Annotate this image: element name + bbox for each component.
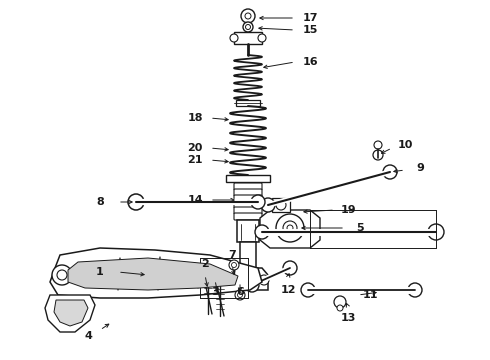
Circle shape xyxy=(245,278,259,292)
Bar xyxy=(237,220,259,242)
Text: 9: 9 xyxy=(416,163,424,173)
Text: 6: 6 xyxy=(236,287,244,297)
Circle shape xyxy=(245,13,251,19)
Circle shape xyxy=(276,214,304,242)
Circle shape xyxy=(251,195,265,209)
FancyBboxPatch shape xyxy=(234,213,262,220)
FancyBboxPatch shape xyxy=(234,207,262,214)
Circle shape xyxy=(283,261,297,275)
Text: 20: 20 xyxy=(187,143,203,153)
Text: 1: 1 xyxy=(96,267,104,277)
Bar xyxy=(240,242,256,268)
Text: 13: 13 xyxy=(341,313,356,323)
Text: 8: 8 xyxy=(96,197,104,207)
Circle shape xyxy=(128,194,144,210)
Circle shape xyxy=(337,305,343,311)
Circle shape xyxy=(408,283,422,297)
Circle shape xyxy=(64,309,76,321)
FancyBboxPatch shape xyxy=(234,195,262,202)
Polygon shape xyxy=(45,295,95,332)
Circle shape xyxy=(373,150,383,160)
Circle shape xyxy=(231,262,237,267)
Text: 11: 11 xyxy=(362,290,378,300)
Circle shape xyxy=(243,22,253,32)
Circle shape xyxy=(230,34,238,42)
Circle shape xyxy=(261,198,275,212)
Circle shape xyxy=(276,200,286,210)
FancyBboxPatch shape xyxy=(234,183,262,190)
Bar xyxy=(204,272,212,276)
Text: 17: 17 xyxy=(302,13,318,23)
Circle shape xyxy=(301,283,315,297)
Bar xyxy=(216,278,224,282)
FancyBboxPatch shape xyxy=(234,201,262,208)
Text: 14: 14 xyxy=(187,195,203,205)
Text: 21: 21 xyxy=(187,155,203,165)
Polygon shape xyxy=(228,268,268,290)
Polygon shape xyxy=(260,210,320,248)
Polygon shape xyxy=(54,300,88,326)
Circle shape xyxy=(255,225,269,239)
Circle shape xyxy=(229,260,239,270)
Polygon shape xyxy=(68,258,238,290)
Polygon shape xyxy=(50,248,262,298)
Circle shape xyxy=(57,270,67,280)
Circle shape xyxy=(52,265,72,285)
Text: 12: 12 xyxy=(280,285,296,295)
Circle shape xyxy=(238,292,243,297)
Bar xyxy=(234,32,262,44)
Text: 15: 15 xyxy=(302,25,318,35)
Circle shape xyxy=(245,24,250,30)
Circle shape xyxy=(383,165,397,179)
Text: 4: 4 xyxy=(84,331,92,341)
Text: 10: 10 xyxy=(397,140,413,150)
Text: 18: 18 xyxy=(187,113,203,123)
Circle shape xyxy=(283,221,297,235)
Text: 2: 2 xyxy=(201,259,209,269)
Circle shape xyxy=(334,296,346,308)
Circle shape xyxy=(259,275,269,285)
Text: 5: 5 xyxy=(356,223,364,233)
Bar xyxy=(226,175,270,182)
Text: 19: 19 xyxy=(340,205,356,215)
Bar xyxy=(272,198,290,212)
Text: 7: 7 xyxy=(228,250,236,260)
Circle shape xyxy=(235,290,245,300)
Circle shape xyxy=(258,34,266,42)
Circle shape xyxy=(374,141,382,149)
Circle shape xyxy=(241,9,255,23)
Circle shape xyxy=(428,224,444,240)
Circle shape xyxy=(227,275,237,285)
Text: 3: 3 xyxy=(211,287,219,297)
FancyBboxPatch shape xyxy=(234,189,262,196)
Bar xyxy=(236,100,260,106)
Text: 16: 16 xyxy=(302,57,318,67)
Circle shape xyxy=(287,225,293,231)
